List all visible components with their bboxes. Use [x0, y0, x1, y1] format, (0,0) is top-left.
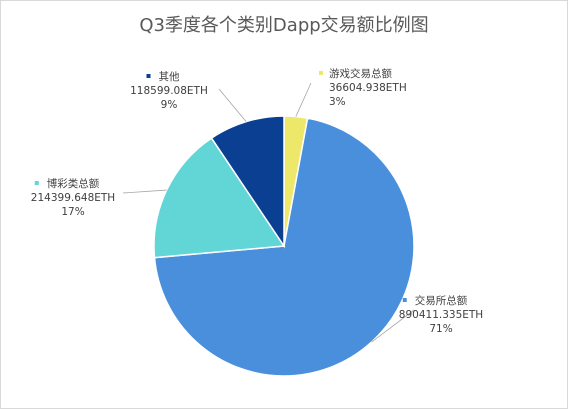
label-name-1: 交易所总额: [415, 294, 468, 307]
pie-slice-2: [153, 137, 286, 259]
label-value-0: 36604.938ETH: [329, 82, 407, 94]
leader-line-3: [218, 88, 247, 122]
label-value-1: 890411.335ETH: [399, 309, 483, 321]
data-label-0: 游戏交易总额 36604.938ETH 3%: [319, 67, 407, 108]
legend-marker-2: [34, 181, 39, 185]
label-percent-3: 9%: [161, 99, 178, 111]
legend-marker-0: [319, 71, 323, 75]
leader-line-1: [371, 309, 415, 343]
label-value-2: 214399.648ETH: [31, 192, 115, 204]
label-percent-0: 3%: [329, 96, 346, 108]
data-label-1: 交易所总额 890411.335ETH 71%: [399, 294, 483, 335]
leader-line-2: [122, 189, 167, 194]
label-name-3: 其他: [159, 70, 180, 83]
data-label-3: 其他 118599.08ETH 9%: [130, 70, 208, 111]
label-percent-1: 71%: [429, 323, 452, 335]
label-value-3: 118599.08ETH: [130, 85, 208, 97]
label-name-2: 博彩类总额: [47, 177, 100, 190]
legend-marker-1: [402, 298, 407, 302]
label-percent-2: 17%: [61, 206, 84, 218]
label-name-0: 游戏交易总额: [329, 67, 392, 80]
pie-slice-3: [210, 115, 285, 249]
data-label-2: 博彩类总额 214399.648ETH 17%: [31, 177, 115, 218]
legend-marker-3: [146, 74, 151, 78]
chart-title: Q3季度各个类别Dapp交易额比例图: [139, 15, 429, 36]
leader-line-0: [295, 82, 312, 117]
